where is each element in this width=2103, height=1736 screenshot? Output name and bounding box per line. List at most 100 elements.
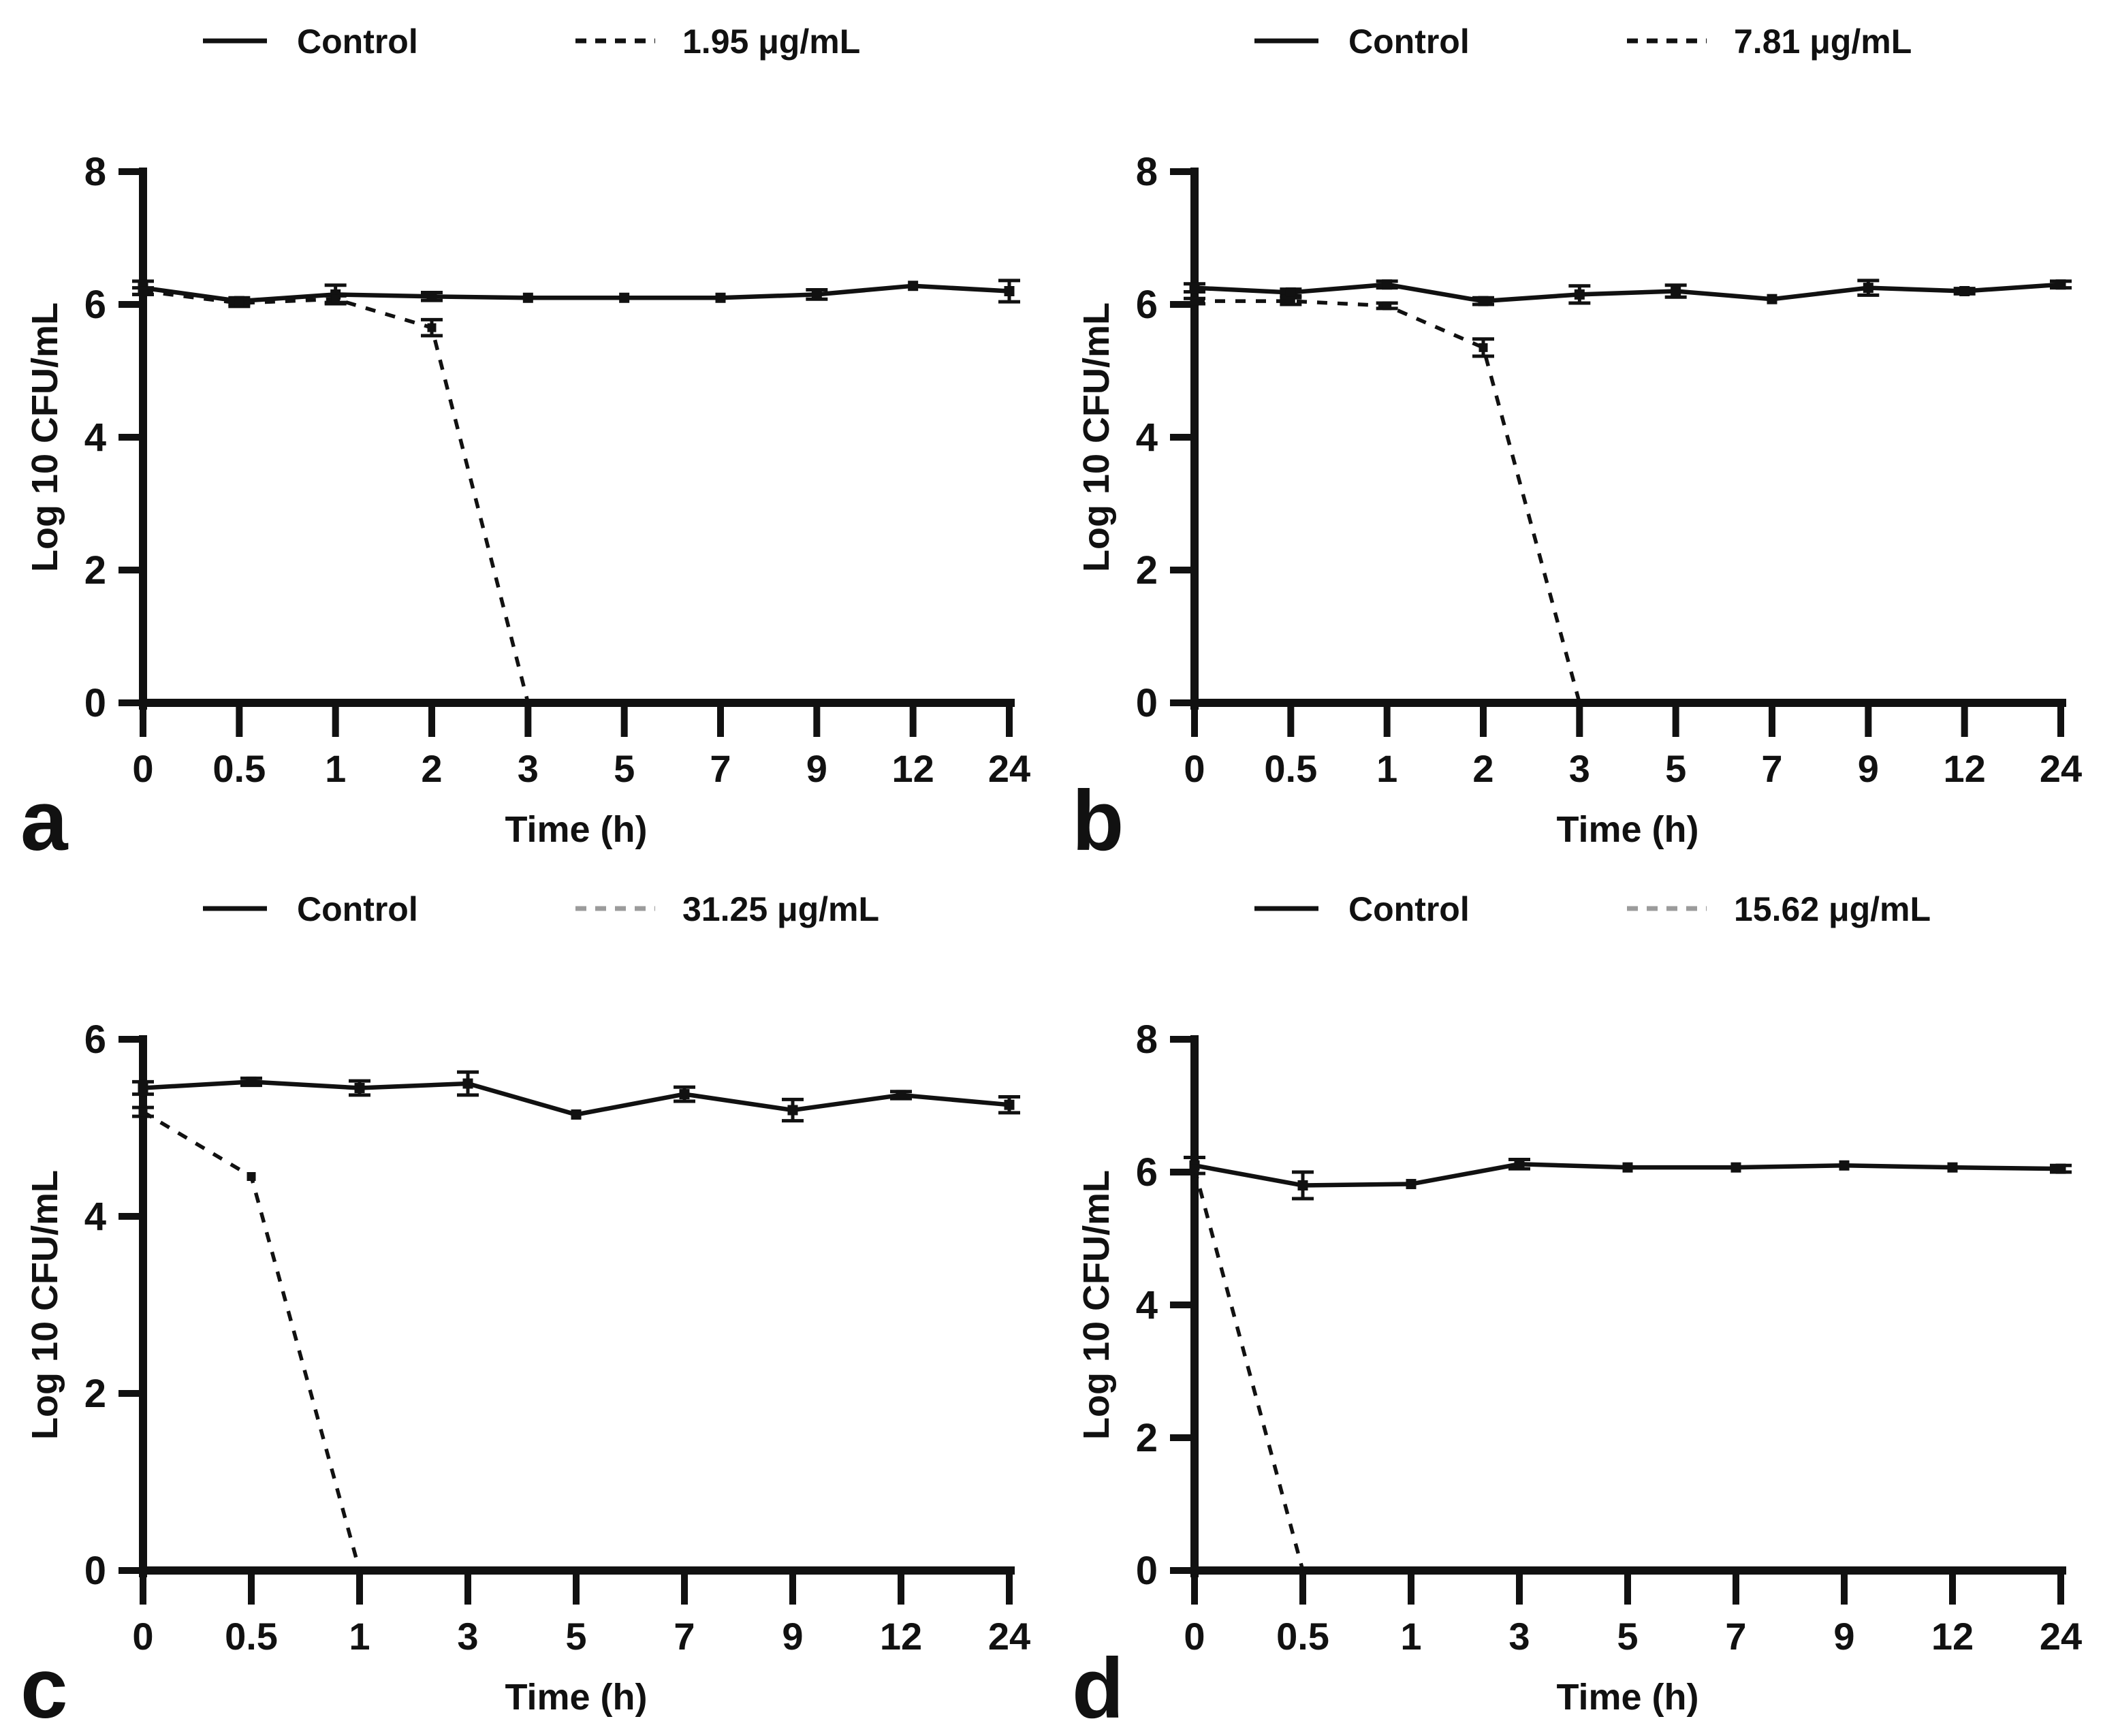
data-point-marker bbox=[247, 1172, 256, 1181]
data-point-marker bbox=[138, 287, 148, 296]
x-tick-label: 3 bbox=[457, 1615, 478, 1658]
x-tick-label: 0 bbox=[1184, 1615, 1205, 1658]
y-tick-label: 6 bbox=[1136, 283, 1158, 327]
series-line-dashed bbox=[1192, 1168, 1305, 1571]
data-point-marker bbox=[354, 1083, 365, 1093]
data-point-marker bbox=[571, 1109, 582, 1120]
x-tick-label: 7 bbox=[1725, 1615, 1746, 1658]
legend: Control 1.95 μg/mL bbox=[203, 22, 860, 61]
data-point-marker bbox=[138, 1107, 148, 1117]
x-tick-label: 5 bbox=[565, 1615, 586, 1658]
y-tick-label: 8 bbox=[1136, 150, 1158, 194]
x-axis-title: Time (h) bbox=[505, 1677, 647, 1718]
series-treatment bbox=[1184, 296, 1581, 704]
legend-label-concentration: 7.81 μg/mL bbox=[1734, 22, 1912, 61]
data-point-marker bbox=[619, 292, 630, 303]
y-tick-label: 6 bbox=[84, 1017, 106, 1062]
data-point-marker bbox=[522, 292, 533, 303]
y-tick-label: 2 bbox=[1136, 1416, 1158, 1460]
x-tick-label: 1 bbox=[325, 747, 346, 790]
data-point-marker bbox=[1671, 286, 1681, 296]
panel-a: Control 1.95 μg/mL 0 2 4 6 8 0 0.5 1 2 3 5 7 9 12 24 Time… bbox=[0, 0, 1052, 868]
x-tick-label: 24 bbox=[2040, 747, 2082, 790]
data-point-marker bbox=[1622, 1162, 1633, 1173]
x-tick-label: 0.5 bbox=[212, 747, 266, 790]
data-point-marker bbox=[1863, 283, 1873, 294]
legend-label-concentration: 1.95 μg/mL bbox=[682, 22, 860, 61]
data-point-marker bbox=[787, 1105, 798, 1116]
panel-letter: a bbox=[20, 774, 69, 868]
x-tick-label: 12 bbox=[1944, 747, 1986, 790]
legend-label-control: Control bbox=[297, 22, 418, 61]
legend: Control 7.81 μg/mL bbox=[1254, 22, 1912, 61]
data-point-marker bbox=[1947, 1162, 1958, 1173]
series-line-dashed bbox=[142, 289, 530, 704]
data-point-marker bbox=[1382, 301, 1392, 311]
x-tick-label: 0 bbox=[132, 747, 153, 790]
data-point-marker bbox=[1406, 1179, 1417, 1190]
data-point-marker bbox=[2055, 279, 2066, 290]
legend-label-control: Control bbox=[1348, 22, 1470, 61]
y-tick-label: 0 bbox=[1136, 681, 1158, 725]
y-tick-label: 2 bbox=[1136, 548, 1158, 593]
x-tick-label: 12 bbox=[1931, 1615, 1974, 1658]
x-tick-label: 9 bbox=[782, 1615, 803, 1658]
data-point-marker bbox=[1285, 287, 1296, 298]
legend-label-concentration: 31.25 μg/mL bbox=[682, 890, 879, 928]
series-line-dashed bbox=[1195, 299, 1581, 704]
data-point-marker bbox=[246, 1076, 257, 1087]
panel-b: Control 7.81 μg/mL 0 2 4 6 8 0 0.5 1 2 3 5 7 9 12 24 Time… bbox=[1052, 0, 2103, 868]
legend-label-concentration: 15.62 μg/mL bbox=[1734, 890, 1931, 928]
x-tick-label: 12 bbox=[880, 1615, 922, 1658]
x-tick-label: 1 bbox=[1376, 747, 1397, 790]
x-tick-label: 9 bbox=[1833, 1615, 1854, 1658]
y-tick-label: 4 bbox=[84, 1195, 106, 1239]
y-tick-label: 4 bbox=[1136, 1283, 1158, 1327]
series-control bbox=[1184, 1156, 2072, 1201]
legend-label-control: Control bbox=[297, 890, 418, 928]
x-tick-label: 2 bbox=[421, 747, 442, 790]
x-tick-label: 24 bbox=[988, 747, 1030, 790]
x-tick-label: 3 bbox=[518, 747, 539, 790]
panel-letter: b bbox=[1072, 774, 1124, 868]
series-line-solid bbox=[142, 283, 1010, 304]
data-point-marker bbox=[1478, 296, 1489, 306]
x-tick-label: 9 bbox=[806, 747, 827, 790]
data-point-marker bbox=[426, 291, 437, 302]
data-point-marker bbox=[427, 323, 437, 332]
x-tick-label: 0 bbox=[132, 1615, 153, 1658]
x-tick-label: 5 bbox=[1665, 747, 1686, 790]
data-point-marker bbox=[234, 298, 244, 308]
data-point-marker bbox=[715, 292, 726, 303]
x-tick-label: 1 bbox=[1400, 1615, 1421, 1658]
x-tick-label: 2 bbox=[1472, 747, 1493, 790]
data-point-marker bbox=[1190, 1164, 1199, 1173]
y-axis-title: Log 10 CFU/mL bbox=[1076, 1170, 1117, 1440]
y-axis-title: Log 10 CFU/mL bbox=[1076, 302, 1117, 572]
panel-c: Control 31.25 μg/mL 0 2 4 6 0 0.5 1 3 5 7 9 12 24 Time … bbox=[0, 868, 1052, 1736]
x-tick-label: 5 bbox=[614, 747, 635, 790]
panel-letter: d bbox=[1072, 1641, 1124, 1735]
series-control bbox=[1184, 279, 2072, 306]
series-control bbox=[132, 1070, 1020, 1123]
x-tick-label: 0.5 bbox=[225, 1615, 278, 1658]
x-tick-label: 12 bbox=[892, 747, 934, 790]
y-axis-title: Log 10 CFU/mL bbox=[25, 302, 65, 572]
x-axis-title: Time (h) bbox=[1556, 1677, 1698, 1718]
y-tick-label: 8 bbox=[84, 150, 106, 194]
y-tick-label: 2 bbox=[84, 1372, 106, 1416]
x-tick-label: 7 bbox=[674, 1615, 695, 1658]
data-point-marker bbox=[1297, 1180, 1308, 1190]
data-point-marker bbox=[1767, 294, 1777, 304]
y-tick-label: 0 bbox=[84, 1549, 106, 1593]
x-tick-label: 0 bbox=[1184, 747, 1205, 790]
panel-letter: c bbox=[20, 1641, 68, 1735]
data-point-marker bbox=[1479, 343, 1488, 352]
x-tick-label: 7 bbox=[710, 747, 731, 790]
